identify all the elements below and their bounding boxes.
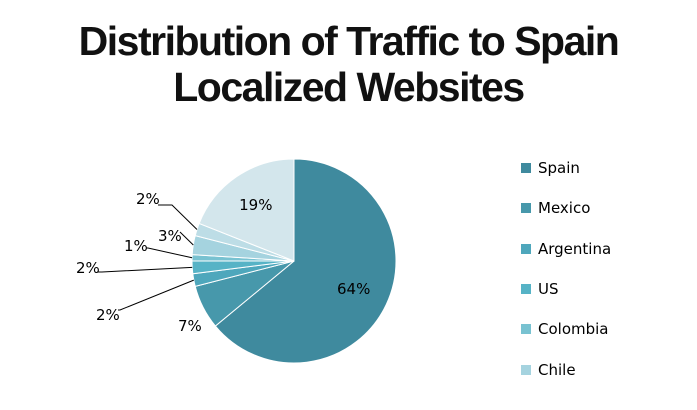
chart-title-line-2: Localized Websites [173,64,525,110]
legend-label: US [538,280,559,299]
leader-line [118,279,194,311]
slice-data-label: 2% [76,259,100,277]
legend-item-spain: Spain [521,148,691,188]
leader-line [146,247,193,259]
leader-line [98,266,193,273]
legend-swatch [521,203,531,214]
chart-title-line-1: Distribution of Traffic to Spain [78,18,620,64]
legend-swatch [521,163,531,174]
legend-item-colombia: Colombia [521,309,691,349]
legend: Spain Mexico Argentina US Colombia Chile [521,148,691,390]
legend-label: Spain [538,159,580,178]
slice-data-label: 3% [158,227,182,245]
legend-item-chile: Chile [521,349,691,389]
pie-slice-spain [214,158,397,364]
slice-data-label: 1% [124,237,148,255]
legend-item-argentina: Argentina [521,229,691,269]
legend-item-mexico: Mexico [521,188,691,228]
legend-swatch [521,324,531,335]
slice-data-label: 2% [96,306,120,324]
legend-swatch [521,284,531,295]
legend-label: Colombia [538,320,609,339]
chart-title: Distribution of Traffic to Spain Localiz… [0,18,697,110]
slice-data-label: 2% [136,190,160,208]
slice-data-label: 64% [337,280,370,298]
legend-swatch [521,243,531,254]
leader-line [158,204,198,230]
legend-item-us: US [521,269,691,309]
legend-label: Chile [538,360,576,379]
slice-data-label: 7% [178,317,202,335]
slice-data-label: 19% [239,196,272,214]
legend-label: Argentina [538,239,612,258]
legend-label: Mexico [538,199,591,218]
pie-slice-7 [198,158,295,262]
leader-line [179,231,194,246]
legend-swatch [521,364,531,375]
